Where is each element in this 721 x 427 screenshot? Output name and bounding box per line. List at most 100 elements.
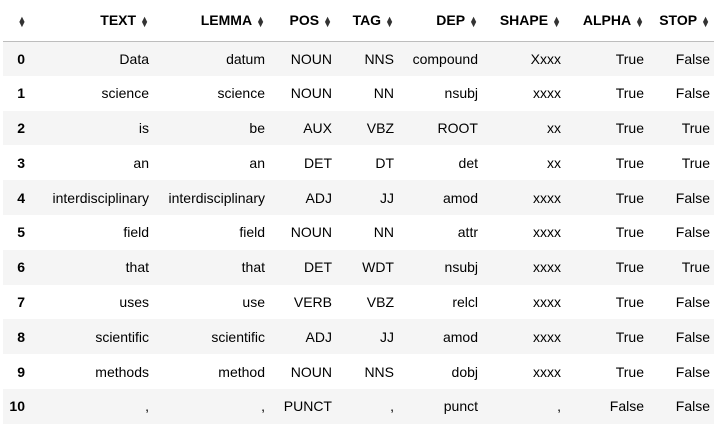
sort-arrows-icon[interactable]: ▲ ▼: [385, 13, 394, 29]
cell-stop: False: [675, 293, 710, 310]
cell-dep: punct: [443, 398, 478, 415]
table-row: 7 uses use VERB VBZ relcl xxxx True False: [3, 284, 714, 320]
cell-alpha: True: [615, 154, 644, 171]
column-header-shape[interactable]: SHAPE ▲ ▼: [482, 0, 565, 41]
cell-text: scientific: [95, 328, 149, 345]
cell-tag: NNS: [364, 50, 394, 67]
table-row: 2 is be AUX VBZ ROOT xx True True: [3, 110, 714, 146]
cell-tag: NN: [373, 224, 394, 241]
row-index: 4: [17, 189, 25, 206]
sort-arrows-icon[interactable]: ▲ ▼: [256, 13, 265, 29]
cell-dep: dobj: [451, 363, 478, 380]
cell-dep: nsubj: [444, 259, 478, 276]
cell-pos: NOUN: [290, 85, 332, 102]
sort-arrows-icon[interactable]: ▲ ▼: [469, 13, 478, 29]
row-index: 6: [17, 259, 25, 276]
cell-pos: NOUN: [290, 50, 332, 67]
cell-alpha: True: [615, 293, 644, 310]
index-column-header[interactable]: ▲ ▼: [3, 0, 37, 41]
cell-shape: xxxx: [533, 189, 561, 206]
cell-alpha: True: [615, 189, 644, 206]
cell-alpha: True: [615, 224, 644, 241]
cell-pos: ADJ: [305, 189, 332, 206]
cell-lemma: datum: [226, 50, 265, 67]
sort-arrows-icon[interactable]: ▲ ▼: [17, 13, 27, 29]
cell-tag: VBZ: [366, 293, 394, 310]
sort-arrows-icon[interactable]: ▲ ▼: [323, 13, 332, 29]
cell-tag: NN: [373, 85, 394, 102]
column-header-dep[interactable]: DEP ▲ ▼: [398, 0, 482, 41]
table-row: 10,, PUNCT, punct, False False: [3, 388, 714, 424]
cell-lemma: that: [241, 259, 265, 276]
column-header-tag[interactable]: TAG ▲ ▼: [336, 0, 398, 41]
table-row: 9 methods method NOUN NNS dobj xxxx True False: [3, 354, 714, 389]
cell-pos: NOUN: [290, 363, 332, 380]
cell-lemma: scientific: [211, 328, 265, 345]
cell-text: field: [123, 224, 149, 241]
row-index: 5: [17, 224, 25, 241]
cell-stop: False: [675, 189, 710, 206]
cell-dep: nsubj: [444, 85, 478, 102]
cell-alpha: False: [609, 398, 644, 415]
sort-arrows-icon[interactable]: ▲ ▼: [552, 13, 561, 29]
sort-arrows-icon[interactable]: ▲ ▼: [140, 13, 149, 29]
cell-dep: relcl: [452, 293, 478, 310]
column-header-text[interactable]: TEXT ▲ ▼: [37, 0, 153, 41]
cell-shape: xxxx: [533, 363, 561, 380]
table-body: 0 Data datum NOUN NNS compound Xxxx True False 1 s…: [3, 41, 714, 424]
row-index: 1: [17, 85, 25, 102]
table-row: 0 Data datum NOUN NNS compound Xxxx True False: [3, 41, 714, 76]
cell-tag: JJ: [380, 328, 394, 345]
cell-tag: VBZ: [366, 119, 394, 136]
cell-pos: ADJ: [305, 328, 332, 345]
cell-text: uses: [119, 293, 149, 310]
cell-tag: DT: [375, 154, 394, 171]
cell-tag: NNS: [364, 363, 394, 380]
cell-pos: PUNCT: [283, 398, 332, 415]
cell-pos: NOUN: [290, 224, 332, 241]
column-header-label: SHAPE: [499, 12, 549, 29]
cell-dep: amod: [442, 189, 478, 206]
cell-shape: xx: [547, 119, 561, 136]
cell-dep: amod: [442, 328, 478, 345]
cell-text: science: [101, 85, 149, 102]
cell-stop: True: [681, 119, 710, 136]
cell-shape: xxxx: [533, 259, 561, 276]
cell-text: that: [125, 259, 149, 276]
table-row: 5 field field NOUN NN attr xxxx True False: [3, 214, 714, 250]
cell-pos: DET: [304, 259, 332, 276]
sort-arrows-icon[interactable]: ▲ ▼: [701, 13, 710, 29]
cell-dep: attr: [457, 224, 478, 241]
cell-text: methods: [95, 363, 149, 380]
row-index: 0: [17, 50, 25, 67]
table-row: 4 interdisciplinary interdisciplinary ADJ JJ…: [3, 180, 714, 215]
cell-alpha: True: [615, 50, 644, 67]
cell-lemma: use: [242, 293, 265, 310]
cell-alpha: True: [615, 328, 644, 345]
cell-text: Data: [119, 50, 149, 67]
cell-shape: xxxx: [533, 224, 561, 241]
cell-lemma: method: [218, 363, 265, 380]
cell-dep: det: [458, 154, 478, 171]
cell-tag: ,: [390, 398, 394, 415]
sort-arrows-icon[interactable]: ▲ ▼: [635, 13, 644, 29]
column-header-label: DEP: [436, 12, 466, 29]
cell-lemma: interdisciplinary: [168, 189, 265, 206]
column-header-lemma[interactable]: LEMMA ▲ ▼: [153, 0, 269, 41]
column-header-alpha[interactable]: ALPHA ▲ ▼: [565, 0, 648, 41]
cell-tag: WDT: [362, 259, 394, 276]
cell-lemma: be: [249, 119, 265, 136]
cell-dep: compound: [412, 50, 478, 67]
table-header: ▲ ▼ TEXT ▲ ▼ LEMMA ▲ ▼ POS ▲ ▼ TAG ▲ ▼ DEP ▲ ▼ SHAPE ▲ ▼ AL…: [3, 0, 714, 41]
cell-alpha: True: [615, 363, 644, 380]
cell-text: ,: [145, 398, 149, 415]
table-row: 3 an an DET DT det xx True True: [3, 145, 714, 181]
cell-alpha: True: [615, 119, 644, 136]
cell-text: interdisciplinary: [52, 189, 149, 206]
cell-text: is: [138, 119, 149, 136]
cell-stop: False: [675, 50, 710, 67]
column-header-stop[interactable]: STOP ▲ ▼: [648, 0, 714, 41]
column-header-pos[interactable]: POS ▲ ▼: [269, 0, 336, 41]
cell-dep: ROOT: [437, 119, 478, 136]
cell-shape: ,: [557, 398, 561, 415]
